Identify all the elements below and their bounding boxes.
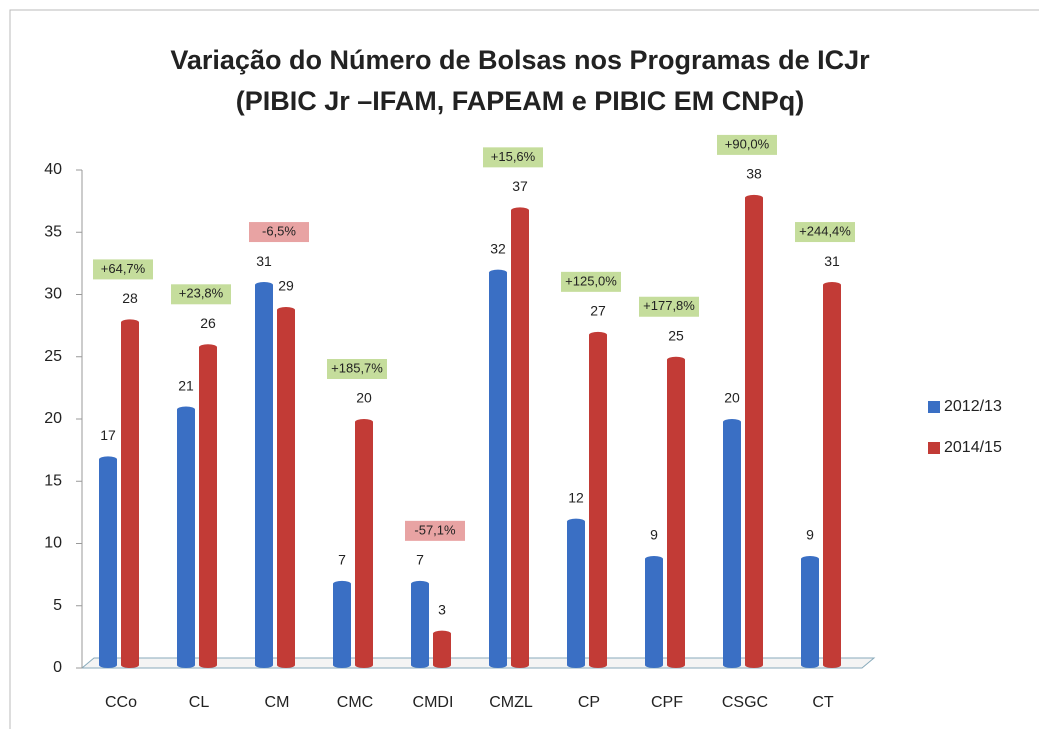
- data-label: 20: [356, 390, 372, 406]
- annotation: +185,7%: [331, 360, 383, 375]
- annotation: +244,4%: [799, 223, 851, 238]
- bar: [433, 630, 451, 668]
- data-label: 17: [100, 427, 116, 443]
- annotation-box: [483, 147, 543, 168]
- data-label: 31: [824, 253, 840, 269]
- bar: [511, 207, 529, 668]
- data-label: 21: [178, 377, 194, 393]
- x-tick-label: CMC: [337, 694, 373, 711]
- data-label: 31: [256, 253, 272, 269]
- legend-swatch: [928, 401, 940, 413]
- annotation-box: [249, 222, 309, 243]
- x-tick-label: CMZL: [489, 694, 533, 711]
- annotation: +23,8%: [179, 286, 224, 301]
- data-label: 32: [490, 240, 506, 256]
- y-tick-label: 5: [53, 597, 62, 614]
- annotation: -57,1%: [414, 522, 456, 537]
- x-tick-label: CMDI: [413, 694, 454, 711]
- x-tick-label: CCo: [105, 694, 137, 711]
- data-label: 9: [650, 527, 658, 543]
- annotation: +90,0%: [725, 136, 770, 151]
- bar: [823, 282, 841, 668]
- data-label: 12: [568, 489, 584, 505]
- annotation-box: [795, 222, 855, 243]
- data-label: 3: [438, 601, 446, 617]
- y-tick-label: 20: [44, 410, 62, 427]
- data-label: 25: [668, 327, 684, 343]
- x-tick-label: CP: [578, 694, 600, 711]
- annotation-box: [639, 296, 699, 317]
- data-label: 7: [416, 552, 424, 568]
- legend-swatch: [928, 442, 940, 454]
- bar: [667, 356, 685, 668]
- bar: [121, 319, 139, 668]
- data-label: 37: [512, 178, 528, 194]
- data-label: 20: [724, 390, 740, 406]
- bar: [567, 518, 585, 668]
- bar: [277, 306, 295, 668]
- bar: [199, 344, 217, 668]
- bar: [411, 580, 429, 668]
- legend-label: 2014/15: [944, 439, 1002, 456]
- y-tick-label: 40: [44, 161, 62, 178]
- data-label: 9: [806, 527, 814, 543]
- annotation-box: [93, 259, 153, 280]
- data-label: 26: [200, 315, 216, 331]
- annotation: +177,8%: [643, 298, 695, 313]
- y-tick-label: 35: [44, 223, 62, 240]
- bar: [333, 580, 351, 668]
- annotation-box: [327, 359, 387, 379]
- annotation-box: [171, 284, 231, 305]
- annotation: -6,5%: [262, 223, 296, 238]
- bar: [355, 419, 373, 668]
- x-tick-label: CT: [812, 694, 834, 711]
- y-tick-label: 10: [44, 535, 62, 552]
- annotation-box: [717, 134, 777, 155]
- annotation: +15,6%: [491, 149, 536, 164]
- annotation: +64,7%: [101, 261, 146, 276]
- annotation-box: [405, 520, 465, 541]
- data-label: 27: [590, 303, 606, 319]
- bar: [589, 331, 607, 668]
- frame: [9, 9, 1039, 729]
- annotation: +125,0%: [565, 273, 617, 288]
- bar: [645, 555, 663, 668]
- bar: [723, 419, 741, 668]
- chart-title: Variação do Número de Bolsas nos Program…: [170, 45, 870, 75]
- x-tick-label: CL: [189, 694, 210, 711]
- y-tick-label: 0: [53, 659, 62, 676]
- x-tick-label: CSGC: [722, 694, 768, 711]
- data-label: 38: [746, 166, 762, 182]
- y-tick-label: 25: [44, 348, 62, 365]
- legend-label: 2012/13: [944, 398, 1002, 415]
- data-label: 29: [278, 278, 294, 294]
- bar: [177, 406, 195, 668]
- y-tick-label: 15: [44, 472, 62, 489]
- bar: [801, 555, 819, 668]
- bar: [255, 282, 273, 668]
- bar: [489, 269, 507, 668]
- bar: [99, 456, 117, 668]
- bar: [745, 194, 763, 668]
- data-label: 7: [338, 552, 346, 568]
- data-label: 28: [122, 290, 138, 306]
- annotation-box: [561, 271, 621, 292]
- y-tick-label: 30: [44, 286, 62, 303]
- x-tick-label: CM: [265, 694, 290, 711]
- chart-subtitle: (PIBIC Jr –IFAM, FAPEAM e PIBIC EM CNPq): [236, 86, 805, 116]
- x-tick-label: CPF: [651, 694, 683, 711]
